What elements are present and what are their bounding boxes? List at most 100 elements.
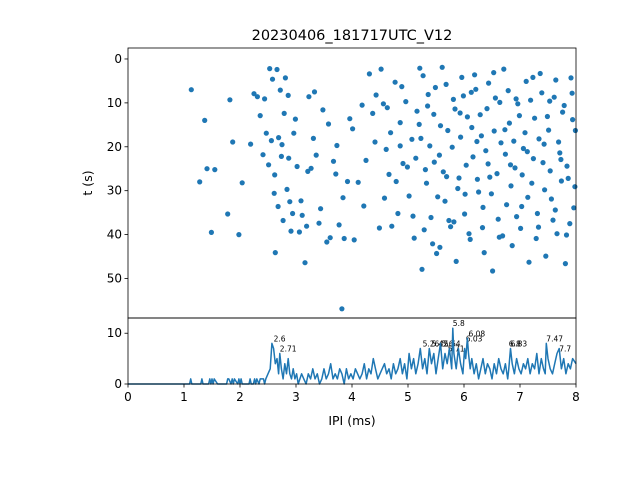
scatter-point <box>425 91 431 98</box>
peak-annotation: 5.26 <box>423 340 440 349</box>
scatter-point <box>534 210 541 217</box>
scatter-point <box>286 155 292 161</box>
scatter-point <box>327 235 333 241</box>
scatter-point <box>509 243 515 249</box>
histogram-x-tick-label: 7 <box>516 390 524 404</box>
scatter-point <box>428 214 434 221</box>
scatter-point <box>466 231 472 237</box>
scatter-point <box>450 96 456 102</box>
scatter-point <box>523 78 529 84</box>
scatter-point <box>511 138 517 144</box>
scatter-point <box>294 163 300 170</box>
scatter-point <box>310 135 316 141</box>
scatter-point <box>444 174 450 180</box>
scatter-point <box>553 77 559 83</box>
scatter-point <box>316 220 322 226</box>
scatter-point <box>474 138 480 145</box>
scatter-point <box>404 164 410 170</box>
scatter-point <box>275 203 281 210</box>
scatter-point <box>324 239 330 245</box>
scatter-point <box>530 156 537 162</box>
scatter-point <box>239 180 245 186</box>
scatter-point <box>359 102 365 108</box>
scatter-point <box>388 130 394 136</box>
scatter-point <box>443 81 449 87</box>
scatter-point <box>267 66 273 72</box>
scatter-point <box>568 75 574 81</box>
scatter-point <box>418 135 424 141</box>
scatter-point <box>477 112 483 118</box>
scatter-point <box>204 166 210 172</box>
scatter-point <box>325 121 332 127</box>
scatter-point <box>458 134 464 140</box>
scatter-point <box>516 113 523 119</box>
scatter-point <box>459 74 465 80</box>
scatter-point <box>313 152 319 158</box>
scatter-point <box>373 92 379 98</box>
scatter-point <box>560 109 566 115</box>
scatter-point <box>537 70 543 77</box>
scatter-point <box>225 211 231 217</box>
scatter-point <box>306 94 312 100</box>
scatter-point <box>570 117 576 123</box>
scatter-point <box>254 94 260 100</box>
histogram-x-ticks: 0 1 2 3 4 5 6 7 8 <box>124 384 580 404</box>
scatter-point <box>330 158 337 164</box>
scatter-point <box>384 105 390 111</box>
scatter-y-axis-label: t (s) <box>80 170 95 195</box>
scatter-point <box>474 176 480 182</box>
scatter-point <box>484 106 490 112</box>
scatter-point <box>271 190 277 196</box>
histogram-y-tick-label: 0 <box>114 377 122 391</box>
scatter-point <box>282 75 288 81</box>
scatter-point <box>567 221 573 227</box>
scatter-point <box>532 115 538 121</box>
scatter-point <box>308 165 314 171</box>
scatter-point <box>542 187 548 193</box>
scatter-point <box>558 156 564 163</box>
histogram-x-tick-label: 1 <box>180 390 188 404</box>
scatter-point <box>260 152 266 158</box>
scatter-points <box>188 64 579 312</box>
scatter-point <box>227 97 233 103</box>
scatter-point <box>400 160 406 167</box>
scatter-point <box>212 167 218 173</box>
scatter-point <box>378 66 384 72</box>
scatter-point <box>421 227 427 233</box>
scatter-point <box>257 113 263 119</box>
histogram-x-tick-label: 8 <box>572 390 580 404</box>
scatter-point <box>460 93 466 99</box>
scatter-point <box>383 146 389 152</box>
scatter-point <box>363 157 369 163</box>
scatter-point <box>507 162 514 168</box>
histogram-x-tick-label: 6 <box>460 390 468 404</box>
scatter-point <box>488 191 494 197</box>
scatter-point <box>284 186 290 192</box>
scatter-point <box>518 225 524 231</box>
scatter-point <box>339 306 345 312</box>
scatter-point <box>552 207 558 213</box>
scatter-point <box>279 142 285 148</box>
scatter-point <box>491 128 497 134</box>
scatter-point <box>440 169 446 175</box>
scatter-point <box>417 65 423 71</box>
scatter-point <box>431 159 437 165</box>
scatter-point <box>281 110 287 116</box>
scatter-point <box>411 235 417 241</box>
scatter-point <box>399 84 405 90</box>
scatter-point <box>285 92 291 98</box>
scatter-point <box>551 94 557 100</box>
scatter-point <box>395 210 401 217</box>
scatter-point <box>455 185 461 192</box>
scatter-point <box>468 89 474 95</box>
scatter-point <box>476 189 482 195</box>
scatter-point <box>529 180 535 186</box>
scatter-point <box>513 96 519 102</box>
scatter-y-tick-label: 50 <box>107 271 122 285</box>
scatter-title: 20230406_181717UTC_V12 <box>252 28 453 44</box>
histogram-x-tick-label: 0 <box>124 390 132 404</box>
peak-annotation: 5.8 <box>453 319 465 328</box>
scatter-y-tick-label: 30 <box>107 184 122 198</box>
peak-annotation: 2.71 <box>280 345 297 354</box>
